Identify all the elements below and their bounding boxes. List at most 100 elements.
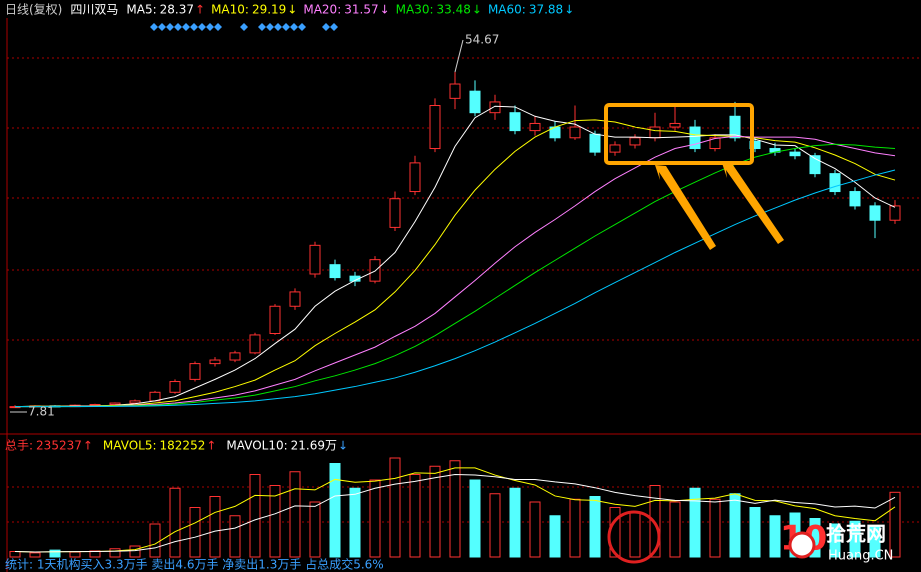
signal-marker — [174, 23, 182, 31]
signal-marker — [290, 23, 298, 31]
candle-body — [849, 191, 861, 207]
candle-body — [609, 144, 621, 153]
candle-body — [629, 137, 641, 146]
highlight-box — [604, 103, 754, 165]
candle-body — [689, 126, 701, 150]
volume-bar — [889, 491, 901, 558]
legend-name: MA10: — [211, 3, 249, 17]
footer: 统计: 1天机构买入3.3万手 卖出4.6万手 净卖出1.3万手 占总成交5.6… — [5, 557, 384, 572]
candle-body — [569, 126, 581, 139]
volume-bar — [109, 548, 121, 558]
candle-body — [109, 402, 121, 405]
volume-bar — [549, 515, 561, 558]
legend-trend: ↑ — [206, 439, 216, 453]
volume-bar — [689, 487, 701, 558]
low-label: 7.81 — [28, 404, 55, 418]
signal-marker — [190, 23, 198, 31]
price-panel: 54.67 7.81 — [9, 33, 901, 418]
legend-value: 37.88 — [529, 3, 563, 17]
volume-bar — [349, 487, 361, 558]
candle-body — [489, 101, 501, 114]
signal-marker — [166, 23, 174, 31]
candle-body — [529, 122, 541, 132]
signal-marker — [158, 23, 166, 31]
candle-body — [209, 359, 221, 365]
arrow — [722, 163, 784, 244]
volume-trend: ↑ — [83, 439, 93, 453]
signal-marker — [266, 23, 274, 31]
volume-bar — [429, 465, 441, 558]
signal-marker — [206, 23, 214, 31]
volume-bar — [829, 523, 841, 558]
volume-bar — [49, 549, 61, 558]
volume-bar — [9, 551, 21, 558]
volume-bar — [269, 485, 281, 558]
signal-marker — [240, 23, 248, 31]
signal-marker — [298, 23, 306, 31]
signal-marker — [282, 23, 290, 31]
volume-bar — [569, 498, 581, 558]
volume-bar — [169, 487, 181, 558]
candle-body — [649, 126, 661, 139]
volume-bar — [369, 479, 381, 558]
high-pointer — [454, 39, 464, 73]
volume-bar — [389, 457, 401, 558]
mavol-line — [14, 467, 896, 553]
watermark-badge — [788, 531, 816, 559]
arrows — [655, 163, 784, 250]
legend-value: 29.19 — [252, 3, 286, 17]
volume-bar — [489, 493, 501, 558]
signal-marker — [150, 23, 158, 31]
legend-value: 28.37 — [160, 3, 194, 17]
volume-bar — [289, 471, 301, 558]
candle-body — [389, 198, 401, 228]
ma-line — [15, 143, 896, 408]
signal-marker — [182, 23, 190, 31]
signal-marker — [322, 23, 330, 31]
candle-body — [289, 291, 301, 307]
legend-name: MA30: — [396, 3, 434, 17]
annotation-box — [604, 103, 754, 165]
legend-trend: ↓ — [287, 3, 297, 17]
candle-body — [709, 137, 721, 150]
volume-bar — [129, 545, 141, 558]
volume-bar — [669, 501, 681, 558]
arrow — [655, 165, 716, 250]
legend-value: 31.57 — [344, 3, 378, 17]
legend-name: MA20: — [303, 3, 341, 17]
volume-bar — [469, 479, 481, 558]
legend-name: MA5: — [126, 3, 156, 17]
candle-body — [309, 244, 321, 275]
highlight-circle — [607, 510, 661, 564]
legend-trend: ↓ — [564, 3, 574, 17]
candle-body — [129, 400, 141, 404]
candle-body — [729, 115, 741, 139]
grid — [7, 57, 921, 523]
legend-name: MAVOL10: — [226, 439, 287, 453]
candle-body — [589, 133, 601, 153]
candle-body — [889, 205, 901, 221]
signal-marker — [330, 23, 338, 31]
volume-bar — [329, 463, 341, 558]
candle-body — [269, 305, 281, 335]
volume-bar — [729, 493, 741, 558]
volume-bar — [589, 496, 601, 558]
volume-bar — [29, 552, 41, 558]
watermark-url: Huang.CN — [828, 549, 893, 564]
volume-bar — [849, 520, 861, 558]
signal-marker — [258, 23, 266, 31]
volume-bar — [709, 498, 721, 558]
candle-body — [469, 90, 481, 114]
volume-bar — [309, 501, 321, 558]
volume-bar — [509, 487, 521, 558]
signal-marker — [214, 23, 222, 31]
watermark: 10 拾荒网 Huang.CN — [780, 519, 893, 564]
legend-trend: ↓ — [380, 3, 390, 17]
candle-body — [189, 363, 201, 380]
candle-body — [449, 83, 461, 99]
volume-bar — [769, 515, 781, 558]
volume-bar — [529, 501, 541, 558]
volume-bar — [749, 507, 761, 558]
candle-body — [829, 173, 841, 193]
